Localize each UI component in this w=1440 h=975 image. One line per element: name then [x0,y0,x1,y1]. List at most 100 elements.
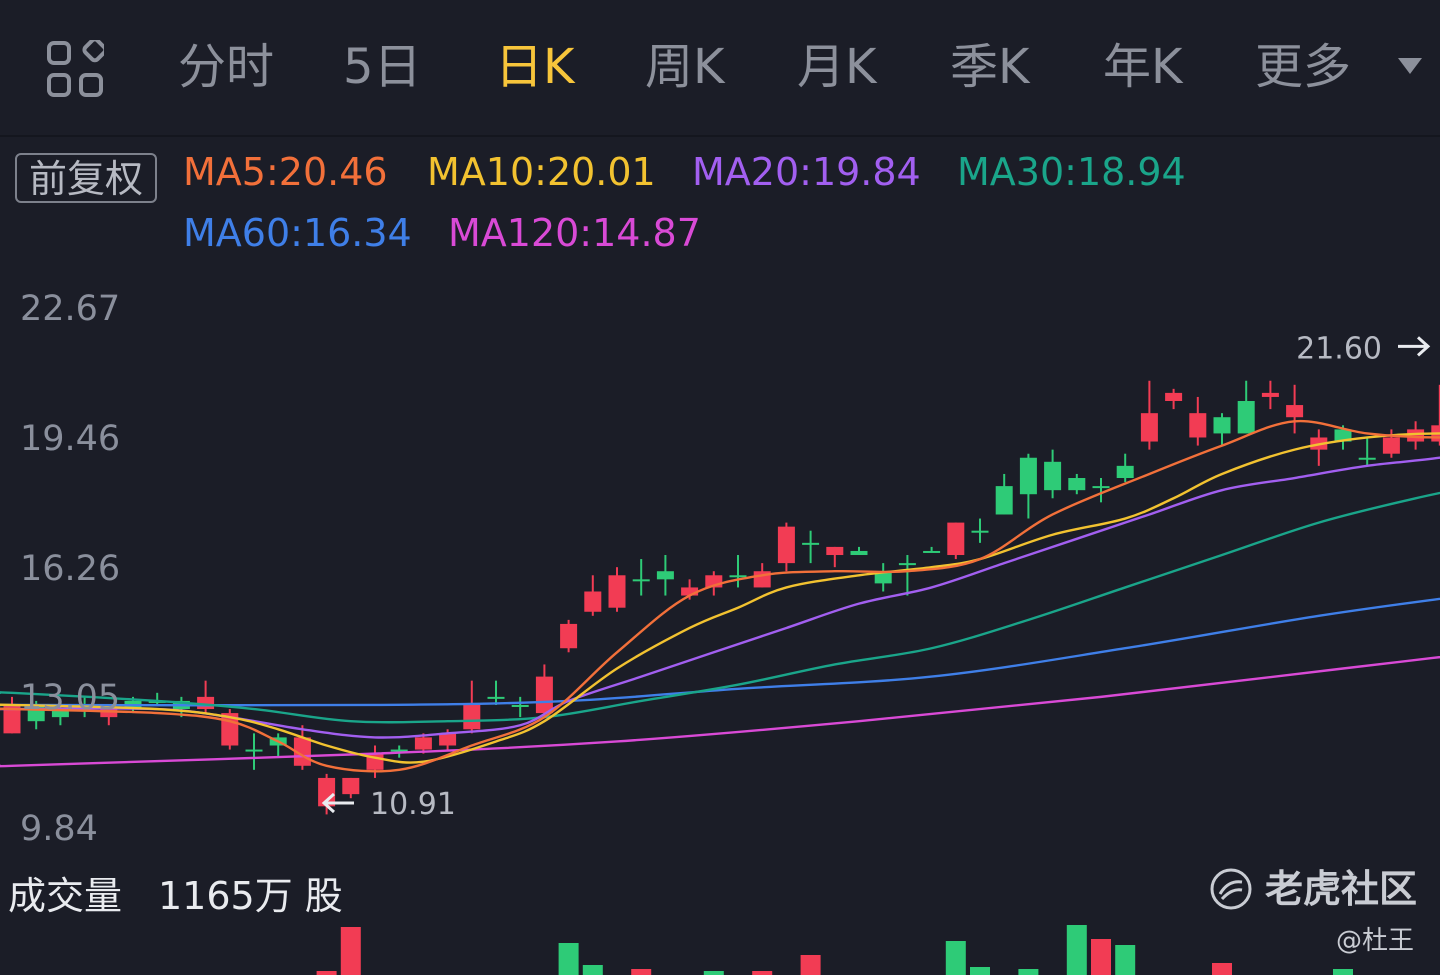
tab-intraday[interactable]: 分时 [178,39,275,95]
candle-body [923,550,941,553]
candle-body [850,550,868,556]
arrow-right-icon [1398,336,1431,357]
y-axis-label: 16.26 [20,549,121,589]
volume-title: 成交量 [8,874,123,918]
candle-body [3,704,21,734]
candle-body [1068,478,1086,491]
volume-bar [340,927,361,975]
volume-bar [558,943,579,975]
tab-quarterly-k[interactable]: 季K [950,39,1030,95]
candle-body [729,575,747,578]
tab-daily-k[interactable]: 日K [495,39,575,95]
candle-body [1140,413,1158,442]
volume-bar [316,971,337,975]
candle-body [1092,486,1110,489]
watermark-author: @杜王 [1336,926,1415,956]
candle-body [1165,392,1183,402]
volume-bar [1018,969,1039,975]
volume-bar [1091,939,1111,975]
watermark-text: 老虎社区 [1265,867,1418,911]
tab-weekly-k[interactable]: 周K [645,39,725,95]
candle-body [826,546,844,556]
candle-body [1286,405,1304,418]
candle-body [1044,461,1062,491]
ma120-legend: MA120:14.87 [448,211,701,255]
candle-body [947,522,965,556]
candle-body [511,704,529,707]
candle-body [632,579,650,582]
candle-body [414,737,432,750]
candle-body [1382,437,1400,454]
tab-monthly-k[interactable]: 月K [797,39,877,95]
candle-body [487,696,505,699]
candle-body [1407,429,1425,442]
candle-body [1213,417,1231,434]
price-adjust-button[interactable]: 前复权 [15,153,157,203]
candle-body [560,623,578,649]
ma60-legend: MA60:16.34 [183,211,412,255]
candle-body [1019,457,1037,495]
candle-body [584,591,602,612]
ma120-line [0,655,1440,768]
candle-body [1358,457,1376,460]
tab-5day[interactable]: 5日 [343,39,422,95]
candle-body [874,571,892,584]
candle-body [995,486,1013,515]
candle-body [1237,401,1255,434]
candle-body [463,704,481,730]
candle-body [51,709,69,718]
candle-body [1334,429,1352,442]
y-axis-label: 9.84 [20,809,98,849]
ma20-line [0,456,1440,739]
candle-body [802,542,820,545]
ma60-line [0,597,1440,707]
caret-down-icon[interactable] [1398,58,1422,74]
arrow-left-icon [321,792,354,814]
candle-body [1261,392,1279,397]
candle-body [681,587,699,596]
volume-bar [752,971,773,975]
ma10-line [0,432,1440,764]
y-axis-label: 22.67 [20,289,121,329]
volume-bar [582,965,603,975]
candle-body [100,709,118,718]
tab-yearly-k[interactable]: 年K [1103,39,1183,95]
candle-body [318,777,336,807]
candle-body [439,733,457,746]
candle-body [245,749,263,752]
candle-body [656,571,674,580]
volume-bar [945,941,966,975]
candle-body [1116,465,1134,479]
ma5-legend: MA5:20.46 [183,150,388,194]
ma10-legend: MA10:20.01 [427,150,656,194]
volume-bar [1115,945,1136,975]
ma30-legend: MA30:18.94 [957,150,1186,194]
candle-body [971,530,989,533]
volume-value: 1165万 股 [158,874,343,918]
y-axis-label: 13.05 [20,678,121,718]
period-tab-bar: 分时 5日 日K 周K 月K 季K 年K 更多 [0,0,1440,137]
high-price-marker: 21.60 [1296,331,1382,366]
candle-body [777,526,795,564]
candle-body [608,575,626,608]
ma20-legend: MA20:19.84 [692,150,921,194]
volume-bar [1066,925,1087,975]
candle-body [1189,413,1207,438]
ma30-line [0,491,1440,724]
volume-bar [703,971,724,975]
grid-icon[interactable] [46,40,104,98]
candle-body [535,676,553,714]
volume-bar [1333,969,1353,975]
candle-body [898,563,916,566]
candle-body [342,777,360,795]
y-axis-label: 19.46 [20,419,121,459]
volume-bar [631,969,652,975]
volume-bar [800,955,821,975]
tab-more[interactable]: 更多 [1255,39,1352,95]
volume-bar [970,967,990,975]
candle-body [390,749,408,752]
tiger-logo-icon [1210,868,1252,910]
volume-bar [1212,963,1232,975]
low-price-marker: 10.91 [370,787,456,822]
